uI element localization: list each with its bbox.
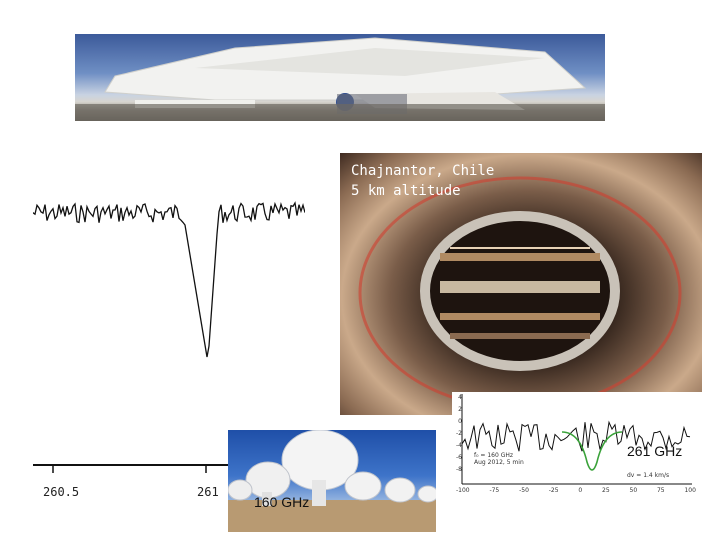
legend-line: f₀ = 160 GHz xyxy=(474,452,514,459)
y-tick: -4 xyxy=(456,442,462,449)
y-tick: 0 xyxy=(458,418,462,425)
site-caption-line2: 5 km altitude xyxy=(351,183,461,199)
spectrum-tick-label: 261 xyxy=(197,485,219,499)
site-caption-line1: Chajnantor, Chile xyxy=(351,163,495,179)
cryostat-drawing xyxy=(358,176,682,410)
y-tick: -8 xyxy=(456,466,462,473)
telescope-dish-drawing xyxy=(75,37,605,121)
x-tick: -100 xyxy=(456,487,470,494)
y-tick: -2 xyxy=(456,430,462,437)
telescope-photo xyxy=(75,34,605,121)
y-tick: 4 xyxy=(458,394,462,401)
x-tick: 25 xyxy=(602,487,610,494)
x-tick: -50 xyxy=(519,487,529,494)
cryostat-photo: Chajnantor, Chile 5 km altitude xyxy=(340,153,702,415)
antenna-array-drawing xyxy=(228,430,436,532)
antenna-array-photo: 160 GHz xyxy=(228,430,436,532)
spectrum-trace xyxy=(32,201,306,358)
spectrum-tick-label: 260.5 xyxy=(43,485,80,499)
small-spectrum-plot: f₀ = 160 GHz Aug 2012, 5 min dv = 1.4 km… xyxy=(452,392,702,500)
legend-line: Aug 2012, 5 min xyxy=(474,459,524,466)
small-spectrum-fit xyxy=(561,431,623,471)
x-tick: 50 xyxy=(629,487,638,494)
y-tick: 2 xyxy=(458,406,462,413)
y-tick: -6 xyxy=(456,454,462,461)
legend-line: dv = 1.4 km/s xyxy=(627,472,670,479)
x-tick: 0 xyxy=(578,487,583,494)
x-tick: -75 xyxy=(489,487,500,494)
small-spectrum-x-ticks: -100 -75 -50 -25 0 25 50 75 100 xyxy=(456,487,696,494)
freq-label-261: 261 GHz xyxy=(627,443,683,459)
small-spectrum-trace xyxy=(461,420,691,452)
small-spectrum-drawing xyxy=(461,394,692,485)
x-tick: 75 xyxy=(656,487,665,494)
small-spectrum-y-ticks: 4 2 0 -2 -4 -6 -8 xyxy=(452,392,462,476)
x-tick: 100 xyxy=(684,487,696,494)
x-tick: -25 xyxy=(548,487,559,494)
small-spectrum-legend: f₀ = 160 GHz Aug 2012, 5 min xyxy=(474,452,524,466)
freq-label-160: 160 GHz xyxy=(254,494,310,510)
